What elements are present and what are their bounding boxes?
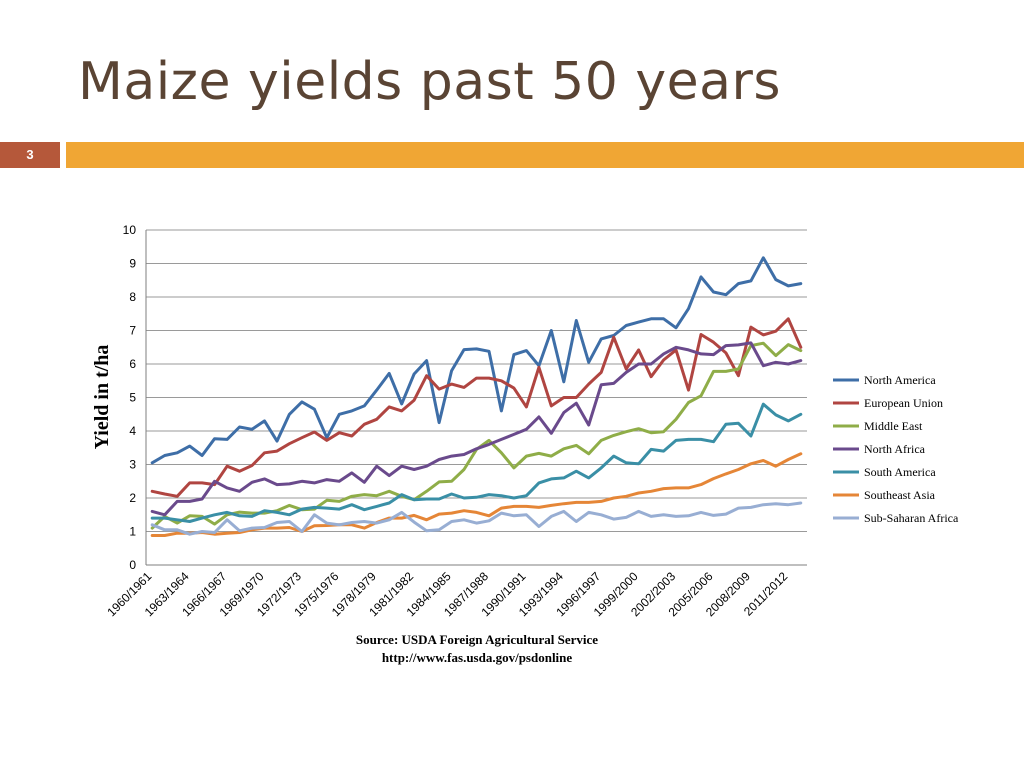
series-line-north-africa: [150, 341, 803, 517]
legend-label-south-america: South America: [864, 465, 936, 479]
series-line-north-america: [150, 256, 803, 465]
series-line-sub-saharan-africa: [150, 501, 803, 536]
slide-number: 3: [0, 142, 60, 168]
series-line-middle-east: [150, 341, 803, 530]
series-line-european-union: [150, 317, 803, 498]
y-tick-label: 6: [129, 357, 136, 371]
y-tick-label: 5: [129, 391, 136, 405]
chart-gridlines: [145, 229, 807, 566]
source-credit: Source: USDA Foreign Agricultural Servic…: [355, 632, 599, 647]
y-tick-label: 9: [129, 257, 136, 271]
legend-label-european-union: European Union: [864, 396, 943, 410]
y-tick-label: 0: [129, 558, 136, 572]
y-tick-label: 8: [129, 290, 136, 304]
y-tick-label: 7: [129, 324, 136, 338]
source-url: http://www.fas.usda.gov/psdonline: [381, 650, 573, 665]
chart-legend: North America European Union Middle East No…: [833, 373, 959, 525]
legend-label-middle-east: Middle East: [864, 419, 923, 433]
chart-series: [150, 256, 803, 537]
y-axis-label: Yield in t/ha: [91, 345, 113, 450]
legend-label-sub-saharan-africa: Sub-Saharan Africa: [864, 511, 959, 525]
legend-label-north-africa: North Africa: [864, 442, 926, 456]
y-tick-label: 1: [129, 525, 136, 539]
series-line-south-america: [150, 402, 803, 523]
y-tick-label: 2: [129, 491, 136, 505]
y-tick-label: 10: [123, 223, 137, 237]
accent-bar: [66, 142, 1024, 168]
x-axis-tick-labels: 1960/19611963/19641966/19671969/19701972…: [104, 569, 790, 619]
slide-title: Maize yields past 50 years: [78, 52, 781, 112]
legend-label-north-america: North America: [864, 373, 936, 387]
y-tick-label: 3: [129, 458, 136, 472]
legend-label-southeast-asia: Southeast Asia: [864, 488, 936, 502]
y-axis-tick-labels: 0 1 2 3 4 5 6 7 8 9 10: [123, 223, 137, 572]
y-tick-label: 4: [129, 424, 136, 438]
